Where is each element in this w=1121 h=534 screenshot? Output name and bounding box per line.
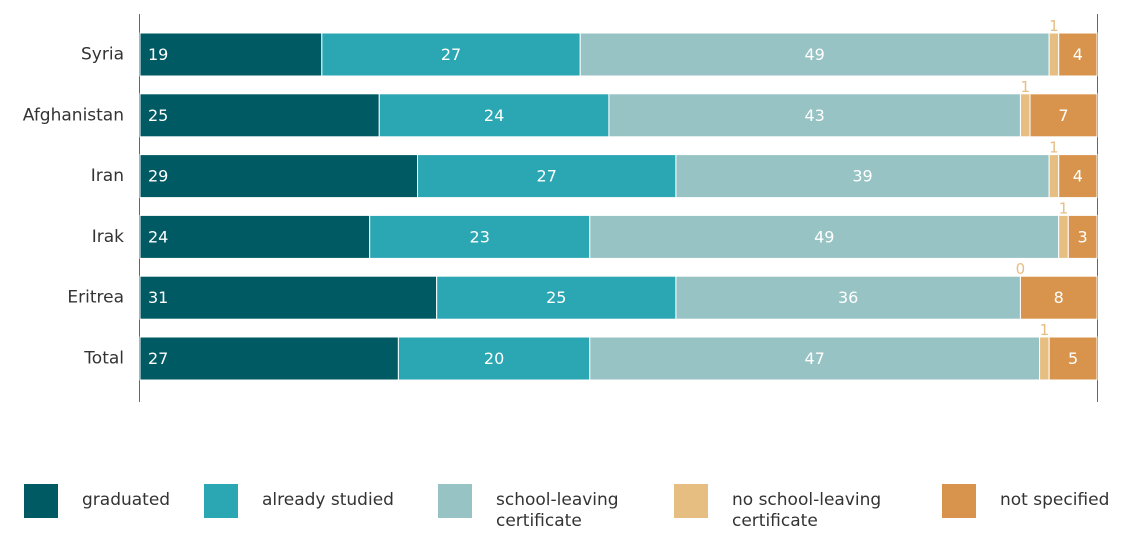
data-label: 1 — [1040, 321, 1050, 339]
data-label: 1 — [1020, 78, 1030, 96]
category-label: Total — [83, 349, 124, 369]
bar-segment — [1048, 336, 1098, 381]
legend-label: not specified — [1000, 490, 1110, 510]
category-label: Iran — [91, 166, 124, 186]
legend-swatch — [674, 484, 708, 518]
bar-segment — [417, 154, 677, 199]
legend-label: graduated — [82, 490, 171, 510]
data-label: 4 — [1073, 45, 1083, 64]
bar-segment — [139, 275, 438, 320]
data-label: 24 — [148, 227, 168, 246]
data-label: 1 — [1049, 17, 1059, 35]
data-label: 39 — [852, 167, 872, 186]
data-label: 25 — [148, 106, 168, 125]
bar-segment — [436, 275, 677, 320]
bar-segment — [1029, 93, 1098, 138]
bar-segment — [589, 336, 1041, 381]
legend-swatch — [24, 484, 58, 518]
data-label: 20 — [484, 349, 504, 368]
legend-item-no-school-leaving-certificate: no school-leaving certificate — [674, 484, 914, 532]
bar-segment — [397, 336, 591, 381]
bar-segment — [1048, 32, 1060, 77]
category-label: Irak — [92, 227, 124, 247]
bar-segment — [1058, 32, 1098, 77]
bar-segment — [675, 154, 1050, 199]
bar-segment — [139, 32, 323, 77]
bar-segment — [139, 336, 399, 381]
category-label: Eritrea — [67, 288, 124, 308]
category-label: Syria — [81, 45, 124, 65]
legend-label: school-leaving certificate — [496, 490, 619, 531]
data-label: 27 — [441, 45, 461, 64]
data-label: 49 — [805, 45, 825, 64]
bar-segment — [1067, 214, 1098, 259]
data-label: 27 — [537, 167, 557, 186]
legend-item-not-specified: not specified — [942, 484, 1117, 518]
data-label: 23 — [470, 227, 490, 246]
legend-label: already studied — [262, 490, 394, 510]
bar-segment — [579, 32, 1050, 77]
bar-segment — [139, 214, 371, 259]
bar-segment — [1058, 214, 1069, 259]
bar-segment — [1019, 275, 1098, 320]
data-label: 1 — [1049, 139, 1059, 157]
bar-segment — [1039, 336, 1050, 381]
data-label: 19 — [148, 45, 168, 64]
bar-segment — [1019, 93, 1031, 138]
data-label: 43 — [805, 106, 825, 125]
data-label: 1 — [1059, 199, 1069, 217]
data-label: 31 — [148, 288, 168, 307]
data-label: 8 — [1054, 288, 1064, 307]
category-label: Afghanistan — [23, 105, 124, 125]
data-label: 27 — [148, 349, 168, 368]
legend-item-graduated: graduated — [24, 484, 194, 518]
data-label: 24 — [484, 106, 504, 125]
legend-label: no school-leaving certificate — [732, 490, 882, 531]
data-label: 5 — [1068, 349, 1078, 368]
data-label: 7 — [1058, 106, 1068, 125]
data-label: 25 — [546, 288, 566, 307]
legend-swatch — [438, 484, 472, 518]
data-label: 4 — [1073, 167, 1083, 186]
legend-swatch — [942, 484, 976, 518]
data-label: 47 — [805, 349, 825, 368]
bar-segment — [369, 214, 591, 259]
legend: graduated already studied school-leaving… — [0, 484, 1121, 534]
bar-segment — [139, 93, 380, 138]
bar-segment — [608, 93, 1021, 138]
legend-item-already-studied: already studied — [204, 484, 424, 518]
bar-segment — [589, 214, 1060, 259]
bar-segment — [1048, 154, 1060, 199]
bar-segment — [1058, 154, 1098, 199]
bar-segment — [321, 32, 581, 77]
legend-swatch — [204, 484, 238, 518]
bar-segment — [675, 275, 1021, 320]
data-label: 29 — [148, 167, 168, 186]
data-label: 49 — [814, 227, 834, 246]
data-label: 3 — [1078, 227, 1088, 246]
bar-segment — [139, 154, 419, 199]
data-label: 36 — [838, 288, 858, 307]
data-label: 0 — [1016, 260, 1026, 278]
legend-item-school-leaving-certificate: school-leaving certificate — [438, 484, 658, 532]
